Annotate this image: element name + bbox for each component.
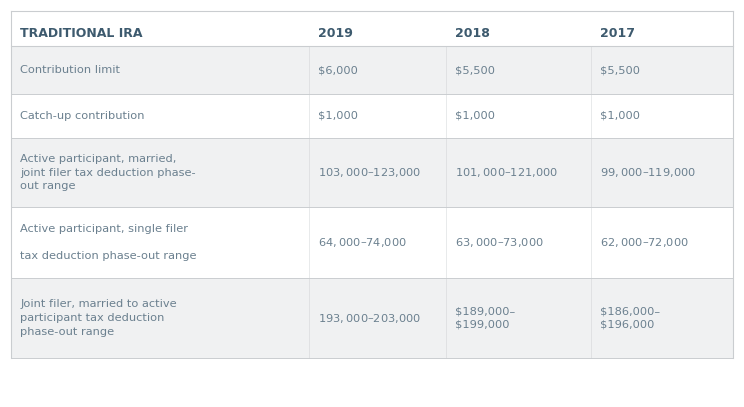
Text: $186,000–
$196,000: $186,000– $196,000 (600, 306, 661, 330)
Bar (11, 94, 733, 138)
Text: $64,000–$74,000: $64,000–$74,000 (318, 236, 406, 249)
Text: $1,000: $1,000 (455, 111, 496, 121)
Bar (11, 138, 733, 207)
Text: Active participant, married,
joint filer tax deduction phase-
out range: Active participant, married, joint filer… (20, 154, 196, 191)
Text: Active participant, single filer

tax deduction phase-out range: Active participant, single filer tax ded… (20, 224, 196, 261)
Text: $6,000: $6,000 (318, 65, 358, 75)
Bar (11, 46, 733, 94)
Text: $1,000: $1,000 (600, 111, 641, 121)
Text: $103,000–$123,000: $103,000–$123,000 (318, 166, 421, 179)
Text: $62,000–$72,000: $62,000–$72,000 (600, 236, 689, 249)
Text: $5,500: $5,500 (455, 65, 496, 75)
Text: $1,000: $1,000 (318, 111, 358, 121)
Bar (11, 278, 733, 358)
Text: Catch-up contribution: Catch-up contribution (20, 111, 144, 121)
Text: TRADITIONAL IRA: TRADITIONAL IRA (20, 27, 143, 40)
Text: $5,500: $5,500 (600, 65, 641, 75)
Text: $189,000–
$199,000: $189,000– $199,000 (455, 306, 516, 330)
Text: Contribution limit: Contribution limit (20, 65, 120, 75)
Text: Joint filer, married to active
participant tax deduction
phase-out range: Joint filer, married to active participa… (20, 300, 177, 337)
Text: $63,000–$73,000: $63,000–$73,000 (455, 236, 544, 249)
Text: $193,000–$203,000: $193,000–$203,000 (318, 312, 421, 324)
Text: 2017: 2017 (600, 27, 635, 40)
Text: $101,000–$121,000: $101,000–$121,000 (455, 166, 559, 179)
Bar (11, 11, 733, 46)
Text: 2019: 2019 (318, 27, 353, 40)
Bar (11, 207, 733, 278)
Text: $99,000–$119,000: $99,000–$119,000 (600, 166, 696, 179)
Text: 2018: 2018 (455, 27, 490, 40)
